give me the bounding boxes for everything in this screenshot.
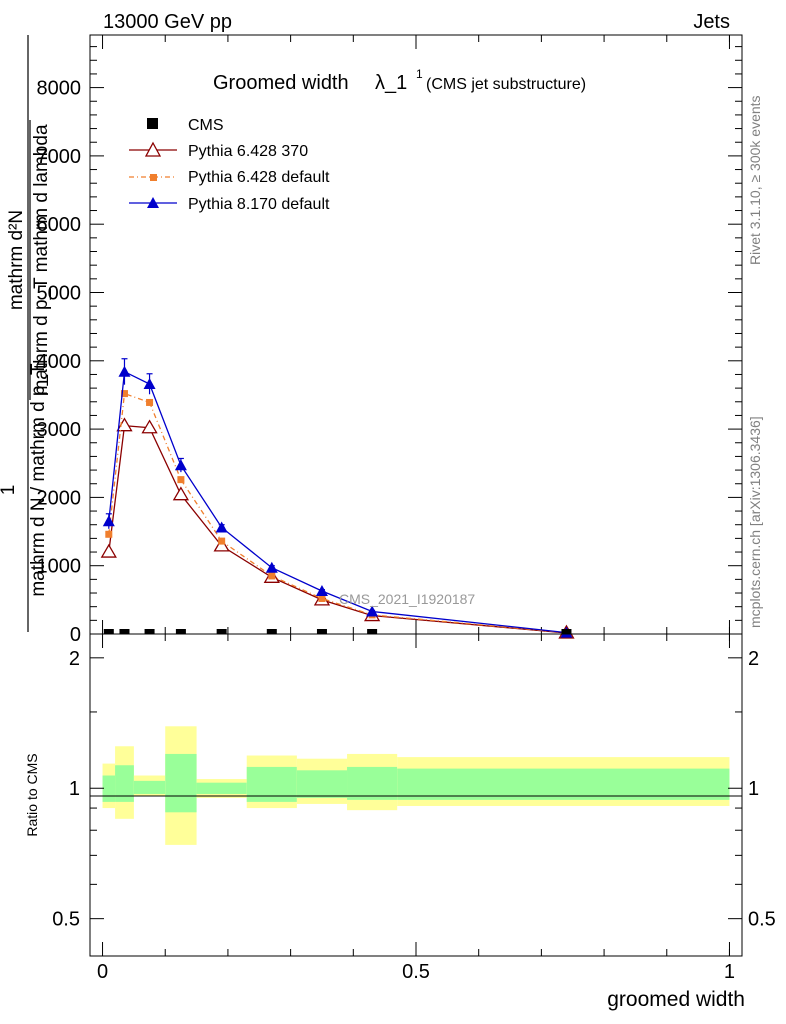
cms-point-2 (144, 629, 155, 634)
axis-ticks: 0 1000 2000 3000 4000 5000 6000 7000 8000 0 0.5 1 0.… (37, 35, 776, 983)
series-point-0-2 (141, 419, 158, 434)
ratio-band-inner-5 (246, 766, 297, 802)
mcplots-label: mcplots.cern.ch [arXiv:1306.3436] (747, 416, 763, 628)
ratio-band-inner-6 (296, 770, 348, 798)
x-tick-label-0: 0 (97, 961, 108, 983)
ratio-band-inner-4 (196, 782, 247, 794)
series-point-2-4 (215, 521, 228, 533)
legend-p6-370-label: Pythia 6.428 370 (188, 143, 308, 160)
y-tick-label-8: 8000 (37, 78, 82, 100)
legend: CMS Pythia 6.428 370 Pythia 6.428 defaul… (129, 117, 330, 213)
ratio-tick-label-right-0: 0.5 (748, 909, 776, 931)
y-axis-label-outer-den: mathrm d N / mathrm d p_T (28, 363, 49, 597)
cms-point-0 (103, 629, 114, 634)
series-point-2-7 (366, 605, 379, 617)
cms-point-6 (316, 629, 327, 634)
y-label-one: 1 (0, 485, 19, 496)
legend-p6-default-label: Pythia 6.428 default (188, 169, 330, 186)
y-tick-label-4: 4000 (37, 351, 82, 373)
y-axis-label: mathrm d²N mathrm d p_T mathrm d lambda (6, 120, 52, 400)
y-tick-label-3: 3000 (37, 419, 82, 441)
ratio-plot-frame (89, 633, 743, 957)
series-point-1-5 (268, 572, 276, 580)
chart-title-superscript: 1 (416, 67, 423, 81)
series-point-2-1 (118, 365, 131, 377)
chart-title-lambda: λ_1 (375, 72, 407, 94)
y-tick-label-2: 2000 (37, 487, 82, 509)
series-line-2 (108, 370, 567, 634)
chart-title-main: Groomed width (213, 72, 349, 94)
ratio-y-label: Ratio to CMS (24, 753, 40, 836)
x-tick-label-2: 1 (724, 961, 735, 983)
ratio-band-inner-0 (102, 775, 116, 802)
y-label-outer-denominator: mathrm d N / mathrm d p_T (28, 363, 49, 597)
legend-p6-370-marker (144, 141, 162, 157)
ratio-band-inner-2 (133, 780, 166, 794)
series-point-2-2 (143, 378, 156, 390)
cms-point-1 (119, 629, 130, 634)
series-point-0-3 (172, 486, 190, 501)
header-left: 13000 GeV pp (103, 11, 232, 33)
ratio-tick-label-right-1: 1 (748, 778, 759, 800)
chart-title-note: (CMS jet substructure) (426, 76, 586, 93)
ratio-band-inner-7 (347, 766, 398, 800)
ratio-tick-label-right-2: 2 (748, 648, 759, 670)
ratio-tick-label-left-2: 2 (69, 648, 80, 670)
series-point-1-6 (318, 594, 326, 602)
series-layer (100, 358, 575, 639)
analysis-watermark: CMS_2021_I1920187 (339, 591, 475, 607)
series-point-1-1 (120, 390, 128, 398)
y-tick-label-0: 0 (70, 624, 81, 646)
series-point-1-4 (218, 537, 226, 545)
legend-p8-label: Pythia 8.170 default (188, 196, 330, 213)
cms-data-layer (103, 629, 572, 634)
cms-point-4 (216, 629, 227, 634)
series-point-1-0 (105, 530, 113, 538)
y-tick-label-7: 7000 (37, 146, 82, 168)
ratio-bands (102, 726, 730, 845)
series-point-1-2 (146, 398, 154, 406)
ratio-band-inner-1 (115, 765, 134, 802)
series-point-2-5 (265, 561, 278, 573)
y-tick-label-1: 1000 (37, 556, 82, 578)
y-label-denominator: mathrm d p_T mathrm d lambda (31, 124, 52, 395)
y-tick-label-6: 6000 (37, 214, 82, 236)
y-tick-label-5: 5000 (37, 282, 82, 304)
series-point-0-4 (213, 537, 230, 552)
legend-p8-marker (147, 197, 159, 208)
cms-point-5 (266, 629, 277, 634)
series-point-1-3 (177, 476, 185, 484)
ratio-band-inner-3 (165, 753, 197, 813)
ratio-tick-label-left-0: 0.5 (52, 909, 80, 931)
cms-point-3 (175, 629, 186, 634)
series-point-2-6 (315, 584, 328, 596)
y-label-numerator: mathrm d²N (6, 210, 27, 310)
legend-cms-label: CMS (188, 117, 224, 134)
series-point-0-0 (100, 543, 117, 558)
cms-point-8 (561, 629, 572, 634)
series-point-2-0 (102, 515, 115, 527)
ratio-band-inner-8 (397, 768, 730, 800)
rivet-version-label: Rivet 3.1.10, ≥ 300k events (747, 95, 763, 265)
x-tick-label-1: 0.5 (402, 961, 430, 983)
ratio-tick-label-left-1: 1 (69, 778, 80, 800)
cms-point-7 (367, 629, 378, 634)
header-right: Jets (693, 11, 730, 33)
legend-p6-default-marker (150, 174, 157, 181)
series-point-2-3 (174, 459, 187, 471)
legend-cms-marker (147, 118, 158, 129)
x-axis-label: groomed width (607, 988, 745, 1011)
y-axis-label-outer: 1 (0, 485, 19, 496)
